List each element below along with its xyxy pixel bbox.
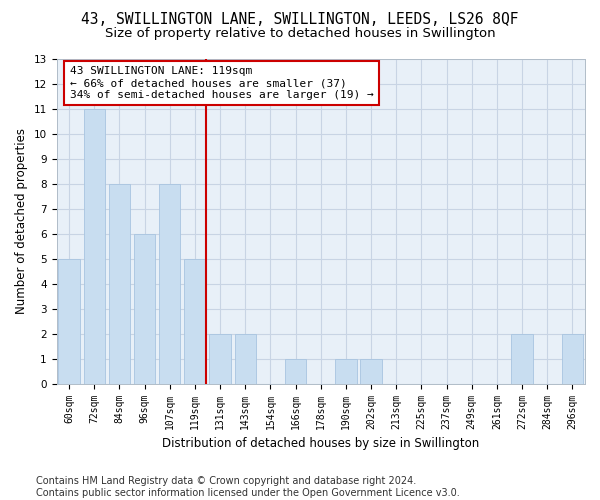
Text: 43, SWILLINGTON LANE, SWILLINGTON, LEEDS, LS26 8QF: 43, SWILLINGTON LANE, SWILLINGTON, LEEDS… — [81, 12, 519, 28]
Y-axis label: Number of detached properties: Number of detached properties — [15, 128, 28, 314]
Bar — [58, 259, 80, 384]
Bar — [83, 109, 105, 384]
Bar — [209, 334, 231, 384]
Bar — [159, 184, 181, 384]
Bar — [134, 234, 155, 384]
Bar — [511, 334, 533, 384]
Text: 43 SWILLINGTON LANE: 119sqm
← 66% of detached houses are smaller (37)
34% of sem: 43 SWILLINGTON LANE: 119sqm ← 66% of det… — [70, 66, 373, 100]
Text: Contains HM Land Registry data © Crown copyright and database right 2024.
Contai: Contains HM Land Registry data © Crown c… — [36, 476, 460, 498]
Text: Size of property relative to detached houses in Swillington: Size of property relative to detached ho… — [104, 28, 496, 40]
Bar — [109, 184, 130, 384]
Bar — [285, 358, 306, 384]
Bar — [562, 334, 583, 384]
Bar — [235, 334, 256, 384]
X-axis label: Distribution of detached houses by size in Swillington: Distribution of detached houses by size … — [162, 437, 479, 450]
Bar — [335, 358, 356, 384]
Bar — [361, 358, 382, 384]
Bar — [184, 259, 206, 384]
